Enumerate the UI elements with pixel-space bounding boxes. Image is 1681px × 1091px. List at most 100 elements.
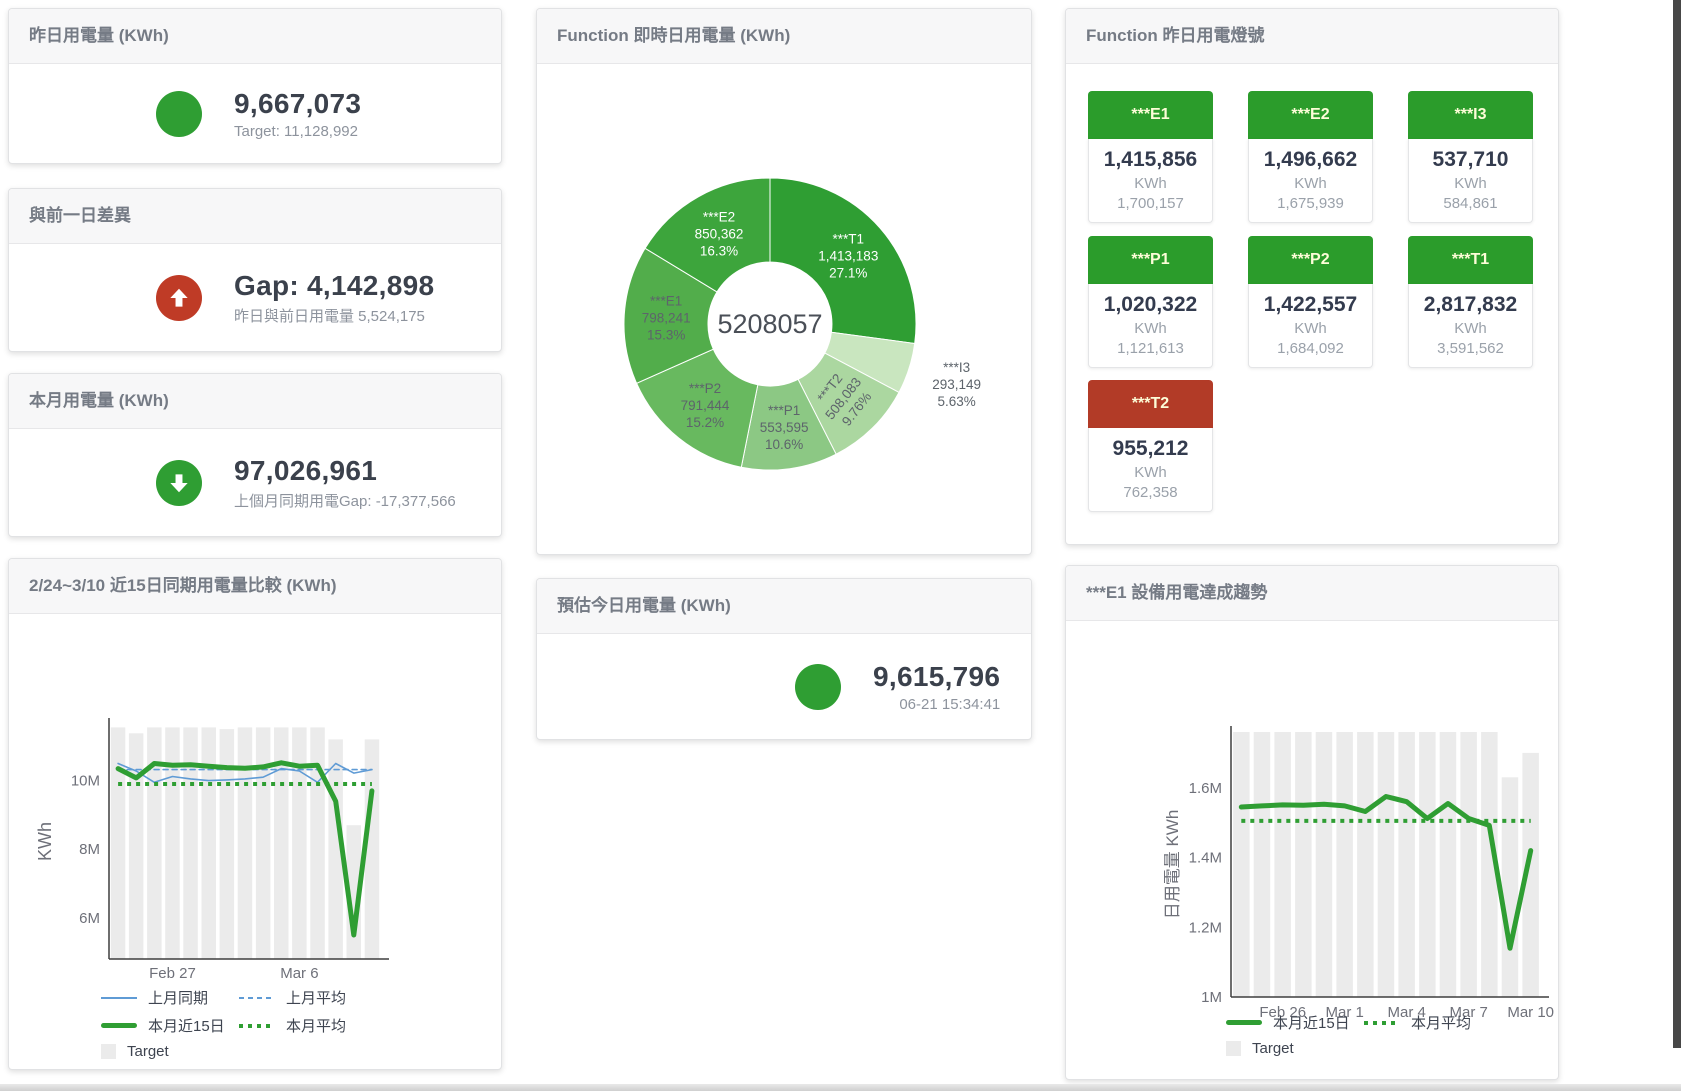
tile-unit: KWh	[1134, 175, 1167, 192]
target-bar	[364, 739, 380, 959]
panel-realtime-donut: Function 即時日用電量 (KWh) ***T1 1,413,183 27.1…	[536, 8, 1032, 555]
stat-subtext: Target: 11,128,992	[234, 122, 358, 140]
function-usage-donut[interactable]: ***T1 1,413,183 27.1%***I3 293,149 5.63%***T…	[537, 64, 1031, 554]
tile-target: 762,358	[1123, 484, 1178, 501]
target-bar	[201, 727, 216, 959]
target-bar	[1460, 732, 1477, 997]
target-bar	[1481, 732, 1498, 997]
tile-value: 2,817,832	[1423, 293, 1518, 316]
light-tile-T1: ***T1 2,817,832 KWh 3,591,562	[1408, 236, 1533, 368]
y-tick-label: 1.6M	[1189, 780, 1222, 797]
tile-body: 955,212 KWh 762,358	[1088, 428, 1213, 512]
legend-item[interactable]: 本月平均	[1364, 1012, 1502, 1033]
target-bar	[1501, 777, 1519, 997]
panel-header: 2/24~3/10 近15日同期用電量比較 (KWh)	[9, 559, 501, 614]
light-tile-P2: ***P2 1,422,557 KWh 1,684,092	[1248, 236, 1373, 368]
x-tick-label: Mar 4	[1388, 1004, 1426, 1021]
target-bar	[292, 727, 307, 959]
tile-body: 1,020,322 KWh 1,121,613	[1088, 284, 1213, 368]
y-tick-label: 1.2M	[1189, 919, 1222, 936]
tile-value: 1,422,557	[1263, 293, 1358, 316]
compare-chart[interactable]: 6M 8M 10M Feb 27 Mar 6 KWh	[9, 614, 501, 984]
tile-target: 1,675,939	[1277, 195, 1344, 212]
legend-swatch-dotted	[1364, 1020, 1400, 1025]
panel-title: 與前一日差異	[29, 206, 131, 225]
target-bar	[1439, 732, 1457, 997]
status-circle-icon	[795, 663, 841, 710]
donut-segment-label: ***P1 553,595 10.6%	[760, 403, 809, 452]
stat-value: 97,026,961	[234, 454, 378, 486]
donut-segment-label: ***E1 798,241 15.3%	[642, 293, 691, 342]
legend-item[interactable]: 本月平均	[239, 1015, 377, 1036]
legend-label: 本月平均	[286, 1018, 347, 1035]
legend-item[interactable]: 本月近15日	[101, 1015, 239, 1036]
panel-yesterday-usage: 昨日用電量 (KWh) 9,667,073 Target: 11,128,992	[8, 8, 502, 164]
tile-target: 1,700,157	[1117, 195, 1184, 212]
target-bar	[1295, 732, 1312, 997]
legend-label: 上月平均	[286, 990, 347, 1007]
stat-subtext: 昨日與前日用電量 5,524,175	[234, 307, 425, 325]
up-arrow-icon	[156, 274, 202, 321]
panel-estimate-today: 預估今日用電量 (KWh) 9,615,796 06-21 15:34:41	[536, 578, 1032, 740]
panel-lights: Function 昨日用電燈號 ***E1 1,415,856 KWh 1,700,1…	[1065, 8, 1559, 545]
legend-item[interactable]: 上月平均	[239, 987, 377, 1008]
tile-status-header: ***E2	[1248, 91, 1373, 139]
light-tile-E2: ***E2 1,496,662 KWh 1,675,939	[1248, 91, 1373, 223]
stat-value: Gap: 4,142,898	[234, 269, 435, 301]
panel-title: Function 即時日用電量 (KWh)	[557, 26, 791, 45]
legend-swatch-thin	[101, 996, 137, 999]
series-line-thick	[115, 760, 375, 938]
panel-header: 預估今日用電量 (KWh)	[537, 579, 1031, 634]
panel-header: 與前一日差異	[9, 189, 501, 244]
x-tick-label: Mar 10	[1507, 1004, 1554, 1021]
y-tick-label: 1.4M	[1189, 850, 1222, 867]
tile-body: 1,422,557 KWh 1,684,092	[1248, 284, 1373, 368]
donut-segment-label: ***T1 1,413,183 27.1%	[818, 232, 878, 281]
panel-header: 昨日用電量 (KWh)	[9, 9, 501, 64]
legend-label: 上月同期	[148, 990, 209, 1007]
donut-segment-E2[interactable]	[644, 177, 771, 293]
tile-status-header: ***P1	[1088, 236, 1213, 284]
window-scrollbar[interactable]	[1673, 0, 1681, 1048]
legend-swatch-box	[101, 1044, 116, 1059]
target-bar	[237, 727, 253, 959]
trend-chart-legend: 本月近15日 本月平均 Target	[1226, 1012, 1502, 1064]
tile-body: 537,710 KWh 584,861	[1408, 139, 1533, 223]
tile-status-header: ***I3	[1408, 91, 1533, 139]
legend-item[interactable]: Target	[101, 1043, 239, 1060]
x-tick-label: Mar 7	[1450, 1004, 1488, 1021]
legend-swatch-thick	[101, 1023, 137, 1028]
series-line-thick	[1238, 794, 1534, 951]
y-tick-label: 8M	[79, 841, 100, 858]
tile-body: 1,496,662 KWh 1,675,939	[1248, 139, 1373, 223]
donut-segment-T1[interactable]	[769, 177, 917, 345]
panel-title: 預估今日用電量 (KWh)	[557, 596, 731, 615]
y-axis-label: 日用電量 KWh	[1163, 810, 1182, 920]
tile-status-header: ***T2	[1088, 380, 1213, 428]
target-bar	[183, 727, 198, 959]
panel-day-gap: 與前一日差異 Gap: 4,142,898 昨日與前日用電量 5,524,175	[8, 188, 502, 352]
target-bar	[110, 727, 126, 959]
legend-label: 本月近15日	[148, 1018, 225, 1035]
stat-value: 9,667,073	[234, 87, 362, 119]
target-bar	[1274, 732, 1291, 997]
legend-item[interactable]: 上月同期	[101, 987, 239, 1008]
compare-chart-legend: 上月同期 上月平均本月近15日 本月平均 Target	[101, 987, 377, 1067]
donut-segment-label: ***I3 293,149 5.63%	[932, 360, 981, 409]
x-tick-label: Feb 27	[149, 965, 196, 982]
target-bar	[1233, 732, 1250, 997]
panel-header: Function 即時日用電量 (KWh)	[537, 9, 1031, 64]
e1-trend-chart[interactable]: 1M 1.2M 1.4M 1.6M Feb 26 Mar 1 Mar 4 Mar 7 Mar 1…	[1066, 621, 1558, 1021]
legend-item[interactable]: Target	[1226, 1040, 1364, 1057]
tile-target: 1,121,613	[1117, 340, 1184, 357]
legend-label: Target	[127, 1043, 169, 1060]
tile-unit: KWh	[1134, 320, 1167, 337]
tile-unit: KWh	[1294, 175, 1327, 192]
target-bar	[310, 727, 325, 959]
tile-value: 537,710	[1432, 148, 1509, 171]
legend-label: Target	[1252, 1040, 1294, 1057]
legend-item[interactable]: 本月近15日	[1226, 1012, 1364, 1033]
target-bar	[1315, 732, 1333, 997]
light-tile-T2: ***T2 955,212 KWh 762,358	[1088, 380, 1213, 512]
